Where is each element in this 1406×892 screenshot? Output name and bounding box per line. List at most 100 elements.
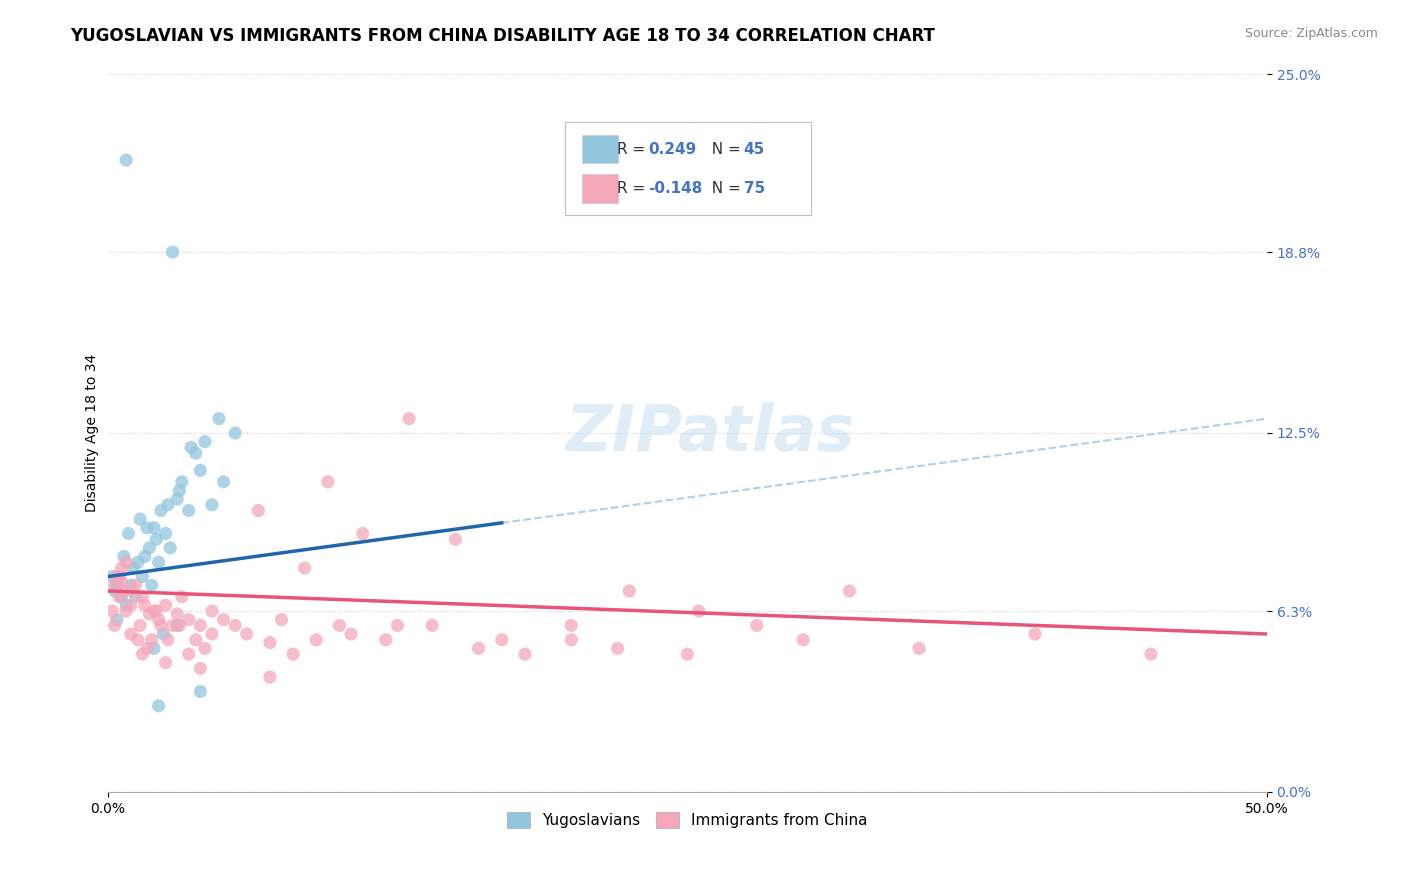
Point [138, 541, 160, 555]
Point [467, 641, 489, 656]
Point [688, 604, 710, 618]
Point [745, 618, 768, 632]
Point [166, 491, 188, 506]
Point [143, 521, 166, 535]
Point [387, 618, 409, 632]
Point [136, 521, 159, 535]
Point [208, 411, 231, 425]
Point [838, 583, 860, 598]
Point [259, 635, 281, 649]
Point [103, 618, 125, 632]
Text: R =: R = [617, 181, 651, 196]
Point [110, 561, 132, 575]
Point [177, 503, 200, 517]
Point [328, 618, 350, 632]
Point [145, 604, 167, 618]
Point [129, 618, 152, 632]
Point [281, 647, 304, 661]
Point [131, 569, 153, 583]
Point [124, 590, 146, 604]
Point [101, 604, 124, 618]
Point [112, 583, 135, 598]
Point [374, 632, 396, 647]
Point [201, 627, 224, 641]
Point [105, 569, 128, 583]
Point [194, 434, 217, 449]
Point [201, 604, 224, 618]
Point [190, 463, 212, 477]
Point [184, 446, 207, 460]
Point [108, 569, 131, 583]
Point [224, 618, 246, 632]
Point [180, 441, 202, 455]
Point [110, 590, 132, 604]
Text: N =: N = [702, 181, 745, 196]
Point [115, 599, 138, 613]
Point [141, 632, 163, 647]
Point [131, 590, 153, 604]
Point [129, 512, 152, 526]
Point [115, 555, 138, 569]
Point [143, 604, 166, 618]
Point [138, 607, 160, 621]
Text: 0.249: 0.249 [648, 142, 696, 157]
Text: -0.148: -0.148 [648, 181, 703, 196]
Point [131, 647, 153, 661]
Point [115, 604, 138, 618]
Text: 75: 75 [744, 181, 765, 196]
Point [124, 578, 146, 592]
Point [166, 607, 188, 621]
Point [155, 656, 177, 670]
Point [316, 475, 339, 489]
Point [1024, 627, 1046, 641]
Point [190, 661, 212, 675]
Point [149, 618, 172, 632]
Point [676, 647, 699, 661]
Point [159, 541, 181, 555]
Point [1140, 647, 1163, 661]
Point [122, 561, 145, 575]
Point [560, 632, 582, 647]
Point [134, 549, 156, 564]
Point [908, 641, 931, 656]
Point [606, 641, 628, 656]
Point [177, 613, 200, 627]
Point [120, 578, 142, 592]
Text: N =: N = [702, 142, 745, 157]
Point [162, 245, 184, 260]
Point [105, 613, 128, 627]
Point [177, 647, 200, 661]
Point [513, 647, 536, 661]
Point [270, 613, 292, 627]
Point [212, 613, 235, 627]
Point [184, 632, 207, 647]
Legend: Yugoslavians, Immigrants from China: Yugoslavians, Immigrants from China [501, 806, 873, 835]
Point [247, 503, 270, 517]
Text: 45: 45 [744, 142, 765, 157]
Point [148, 698, 170, 713]
Point [148, 555, 170, 569]
Point [145, 533, 167, 547]
Point [190, 684, 212, 698]
Point [112, 549, 135, 564]
Point [352, 526, 374, 541]
Point [108, 590, 131, 604]
Point [235, 627, 257, 641]
Point [156, 498, 179, 512]
Point [101, 569, 124, 583]
Point [305, 632, 328, 647]
Point [792, 632, 814, 647]
Point [152, 627, 174, 641]
Point [156, 632, 179, 647]
Point [444, 533, 467, 547]
Point [162, 618, 184, 632]
Text: R =: R = [617, 142, 651, 157]
Point [103, 578, 125, 592]
Point [190, 618, 212, 632]
Point [560, 618, 582, 632]
Point [143, 641, 166, 656]
Point [103, 583, 125, 598]
Point [491, 632, 513, 647]
Point [122, 583, 145, 598]
Y-axis label: Disability Age 18 to 34: Disability Age 18 to 34 [86, 354, 100, 512]
